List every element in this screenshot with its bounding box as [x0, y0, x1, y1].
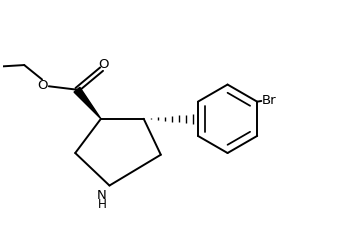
- Text: O: O: [37, 79, 47, 92]
- Text: Br: Br: [262, 94, 277, 107]
- Text: O: O: [99, 58, 109, 71]
- Text: H: H: [97, 198, 106, 211]
- Polygon shape: [74, 87, 101, 119]
- Text: N: N: [97, 189, 107, 202]
